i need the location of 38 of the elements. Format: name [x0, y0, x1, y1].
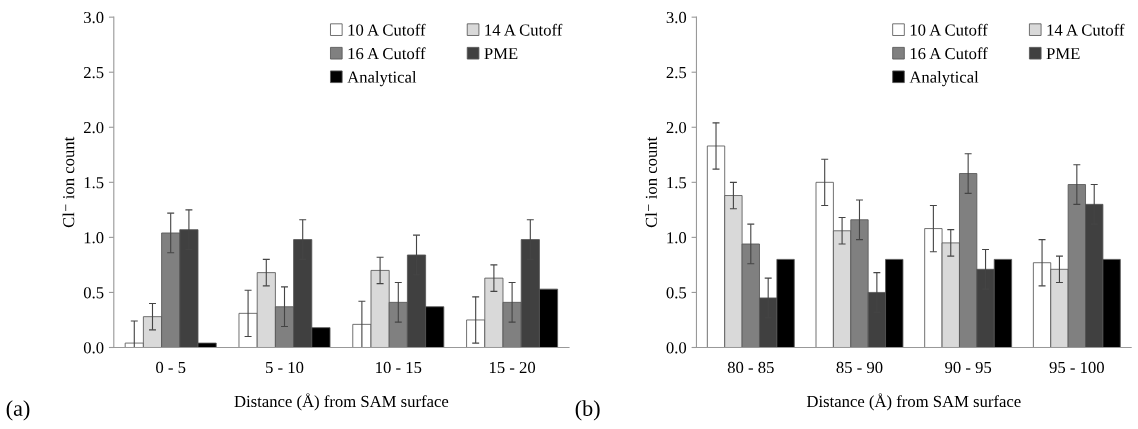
y-tick-label: 0.5 — [83, 287, 104, 299]
legend-label: Analytical — [909, 71, 979, 87]
x-tick-label: 80 - 85 — [727, 361, 774, 374]
y-tick-label: 0.0 — [666, 342, 687, 354]
y-axis-title: Cl⁻ ion count — [62, 136, 75, 228]
y-tick-label: 1.5 — [667, 177, 687, 189]
legend-label: PME — [1046, 48, 1080, 60]
x-axis-title: Distance (Å) from SAM surface — [806, 393, 1021, 411]
legend-label: 10 A Cutoff — [910, 23, 988, 36]
y-tick-label: 0.0 — [83, 342, 104, 354]
x-tick-label: 85 - 90 — [836, 361, 883, 374]
y-tick-label: 1.5 — [84, 177, 104, 189]
x-tick-label: 5 - 10 — [266, 361, 304, 374]
legend-label: PME — [484, 48, 518, 60]
text: (a) — [6, 400, 30, 421]
y-tick-label: 1.0 — [84, 232, 104, 244]
y-tick-label: 0.5 — [666, 287, 687, 299]
y-tick-label: 1.0 — [667, 232, 687, 244]
x-axis-title: Distance (Å) from SAM surface — [234, 393, 449, 411]
x-tick-label: 90 - 95 — [945, 361, 992, 374]
y-tick-label: 2.5 — [83, 66, 104, 79]
y-axis-title: Cl⁻ ion count — [645, 136, 657, 228]
legend-label: 16 A Cutoff — [348, 47, 426, 60]
x-tick-label: 0 - 5 — [156, 361, 186, 374]
y-tick-label: 3.0 — [666, 11, 687, 24]
y-tick-label: 2.0 — [666, 121, 687, 134]
x-tick-label: 95 - 100 — [1049, 361, 1104, 374]
x-tick-label: 15 - 20 — [489, 361, 536, 374]
legend-label: 14 A Cutoff — [1047, 23, 1125, 36]
y-tick-label: 3.0 — [84, 11, 104, 24]
y-tick-label: 2.5 — [666, 66, 687, 79]
legend-label: 10 A Cutoff — [348, 23, 426, 36]
legend-label: Analytical — [347, 71, 417, 87]
y-tick-label: 2.0 — [83, 121, 104, 134]
text: (b) — [575, 400, 600, 421]
legend-label: 16 A Cutoff — [910, 47, 988, 60]
legend-label: 14 A Cutoff — [485, 23, 563, 36]
x-tick-label: 10 - 15 — [376, 361, 422, 374]
